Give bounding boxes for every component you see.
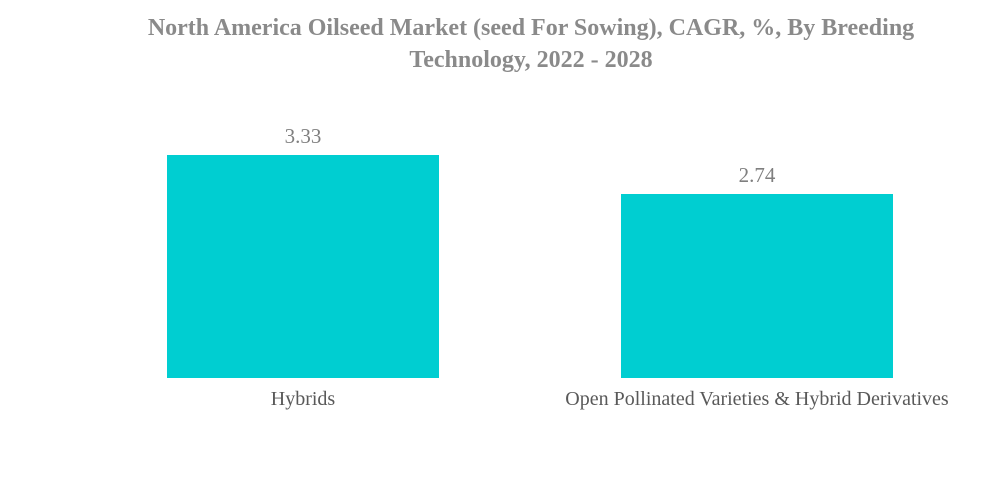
bar-group: 3.33 bbox=[76, 100, 530, 378]
bar-value-label: 2.74 bbox=[738, 162, 776, 187]
category-label: Hybrids bbox=[270, 388, 336, 410]
category-label: Open Pollinated Varieties & Hybrid Deriv… bbox=[565, 388, 949, 410]
chart-title: North America Oilseed Market (seed For S… bbox=[147, 15, 915, 73]
bar-value-label: 3.33 bbox=[284, 123, 322, 148]
bar-group: 2.74 bbox=[530, 100, 984, 378]
bar bbox=[620, 194, 894, 378]
bar bbox=[166, 155, 440, 378]
plot-area: 3.33 2.74 bbox=[76, 100, 984, 378]
category-axis: Hybrids Open Pollinated Varieties & Hybri… bbox=[76, 386, 984, 412]
